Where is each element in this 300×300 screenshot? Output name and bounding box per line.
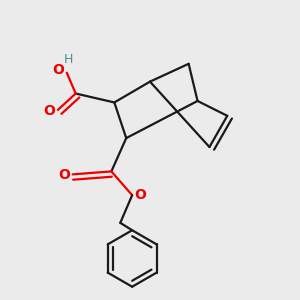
Text: O: O bbox=[44, 104, 56, 118]
Text: O: O bbox=[52, 63, 64, 77]
Text: H: H bbox=[64, 53, 73, 66]
Text: O: O bbox=[135, 188, 146, 202]
Text: O: O bbox=[58, 168, 70, 182]
